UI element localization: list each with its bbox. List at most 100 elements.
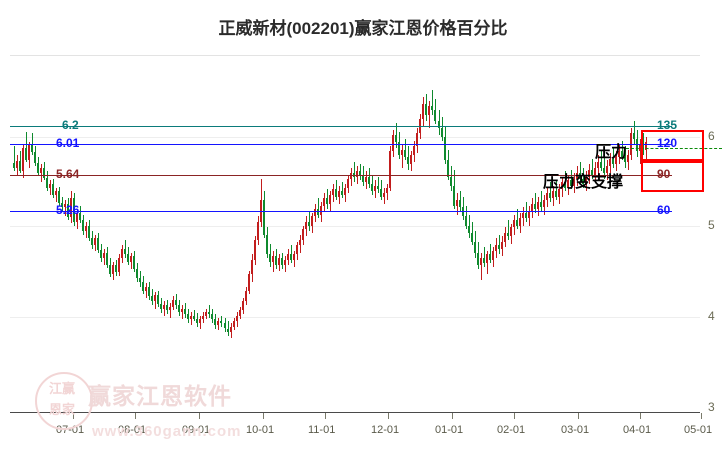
candle-body [61,202,63,208]
candle-body [133,256,135,269]
candle-body [160,304,162,309]
percent-label-90: 90 [657,167,671,181]
candle-body [615,156,617,165]
candle-body [148,286,150,296]
candle-body [618,151,620,157]
candle-body [603,167,605,174]
candle-body [444,137,446,161]
candle-body [112,265,114,275]
candle-body [184,308,186,315]
candle-body [67,203,69,218]
candle-body [193,315,195,319]
candle-body [205,312,207,316]
candle-body [474,241,476,253]
candle-body [257,221,259,240]
x-tick-mark [701,413,702,419]
candle-body [142,281,144,291]
gann-line-90 [10,175,650,176]
candle-body [600,162,602,168]
candle-body [248,274,250,291]
watermark-brand: 赢家江恩软件 [88,383,232,409]
candle-body [37,163,39,174]
candle-body [263,200,265,235]
candle-body [145,286,147,291]
gann-line-stub-135 [650,126,672,127]
candle-body [537,202,539,210]
candle-body [31,144,33,153]
grid-line [10,317,700,318]
current-price-dashed-line [626,148,722,149]
candle-wick [550,182,551,203]
candle-body [130,256,132,262]
candle-body [570,180,572,186]
candle-wick [499,234,500,255]
candle-body [109,265,111,275]
candle-body [561,182,563,190]
candle-wick [41,164,42,183]
candle-body [558,189,560,197]
candle-body [525,212,527,219]
candle-body [305,221,307,230]
candle-body [516,220,518,226]
candle-wick [396,122,397,148]
gann-line-120 [10,144,650,145]
candle-body [624,156,626,163]
candle-body [428,106,430,116]
candle-body [597,162,599,168]
candle-body [136,268,138,278]
candle-body [368,176,370,184]
candle-wick [354,162,355,183]
candle-body [540,202,542,208]
candle-body [519,218,521,226]
candle-body [486,254,488,264]
candle-body [468,225,470,233]
candle-body [46,177,48,189]
candle-body [28,144,30,160]
candle-body [377,185,379,190]
candle-body [633,133,635,139]
candle-body [362,174,364,183]
candle-body [64,203,66,208]
candle-body [166,305,168,311]
x-tick-label-11-01: 11-01 [308,424,336,436]
candle-wick [194,310,195,322]
candle-body [404,149,406,157]
candle-wick [604,156,605,179]
candle-body [172,299,174,307]
candle-body [76,212,78,222]
candle-body [483,258,485,264]
candle-wick [508,220,509,240]
candle-body [371,183,373,192]
candle-body [227,328,229,333]
candle-body [407,156,409,165]
y-tick-5: 5 [708,218,715,232]
price-label-6.01: 6.01 [56,136,80,150]
candle-wick [56,187,57,203]
candle-body [438,120,440,128]
annotation-1: 压力变支撑 [543,174,624,191]
candle-body [236,315,238,322]
x-tick-label-08-01: 08-01 [118,424,147,436]
candle-body [169,306,171,311]
candle-wick [378,176,379,193]
candle-body [284,259,286,266]
candle-body [380,189,382,197]
candle-wick [490,243,491,264]
candle-body [254,239,256,260]
candle-wick [601,151,602,172]
candle-body [272,256,274,262]
gann-line-stub-60 [650,211,672,212]
gann-line-stub-90 [650,175,672,176]
candle-body [70,197,72,218]
candle-wick [580,162,581,183]
candle-body [49,183,51,189]
candle-wick [65,200,66,217]
candle-body [341,191,343,195]
candle-body [401,149,403,156]
candle-body [208,312,210,315]
candle-body [480,258,482,266]
candle-wick [481,252,482,280]
candle-body [43,167,45,178]
candle-body [507,232,509,237]
candle-body [447,160,449,177]
